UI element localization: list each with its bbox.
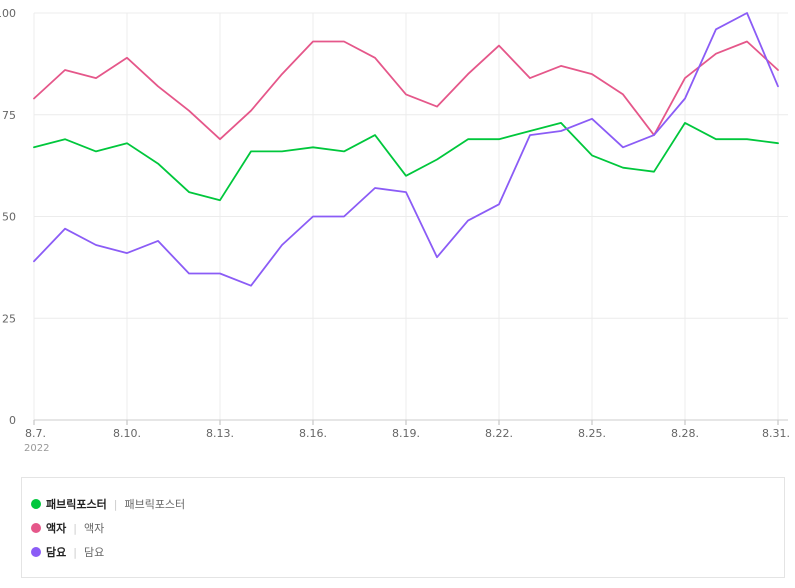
legend-dot-icon: [31, 499, 41, 509]
x-year-label: 2022: [24, 443, 49, 454]
tick-labels: 0 25 50 75 100 8.7. 8.10. 8.13. 8.16. 8.19. 8.22. 8…: [0, 7, 790, 454]
series-lines: [33, 12, 779, 287]
x-tick-label: 8.16.: [299, 427, 327, 440]
legend-label: 패브릭포스터: [46, 498, 107, 511]
axes: [33, 419, 788, 425]
y-tick-label: 25: [2, 312, 16, 325]
x-tick-label: 8.22.: [485, 427, 513, 440]
legend-separator: |: [73, 521, 77, 535]
x-tick-label: 8.25.: [578, 427, 606, 440]
legend-separator: |: [73, 545, 77, 559]
x-tick-label: 8.28.: [671, 427, 699, 440]
legend-dot-icon: [31, 547, 41, 557]
legend-label: 담요: [46, 546, 67, 559]
x-tick-label: 8.13.: [206, 427, 234, 440]
x-tick-label: 8.19.: [392, 427, 420, 440]
line-chart: 0 25 50 75 100 8.7. 8.10. 8.13. 8.16. 8.19. 8.22. 8…: [0, 7, 790, 454]
legend-label: 액자: [46, 522, 67, 535]
legend-item-fabric-poster[interactable]: 패브릭포스터 | 패브릭포스터: [31, 494, 185, 514]
legend-item-frame[interactable]: 액자 | 액자: [31, 518, 104, 538]
y-tick-label: 100: [0, 7, 16, 20]
series-line-2: [33, 12, 779, 287]
legend-separator: |: [113, 497, 118, 511]
legend-sublabel: 액자: [83, 522, 105, 535]
grid-lines: [33, 12, 788, 420]
y-tick-label: 75: [2, 109, 16, 122]
legend-sublabel: 담요: [83, 546, 105, 559]
y-tick-label: 50: [2, 211, 16, 224]
x-tick-label: 8.31.: [762, 427, 790, 440]
x-tick-label: 8.7.: [25, 427, 46, 440]
series-line-0: [33, 122, 779, 202]
legend-item-blanket[interactable]: 담요 | 담요: [31, 542, 104, 562]
y-tick-label: 0: [9, 414, 16, 427]
legend-dot-icon: [31, 523, 41, 533]
x-tick-label: 8.10.: [113, 427, 141, 440]
legend: 패브릭포스터 | 패브릭포스터 액자 | 액자 담요 | 담요: [21, 477, 785, 578]
legend-sublabel: 패브릭포스터: [124, 498, 186, 511]
